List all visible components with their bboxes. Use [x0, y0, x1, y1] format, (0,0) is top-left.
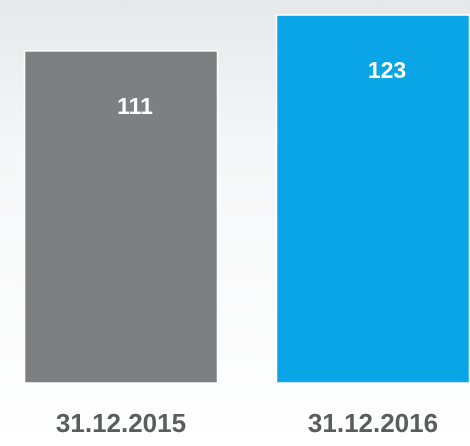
bar — [275, 14, 470, 384]
bar — [23, 50, 219, 384]
value-label: 111 — [117, 93, 153, 119]
x-tick-label: 31.12.2016 — [308, 408, 438, 438]
x-tick-label: 31.12.2015 — [56, 408, 186, 438]
value-label: 123 — [368, 57, 406, 83]
